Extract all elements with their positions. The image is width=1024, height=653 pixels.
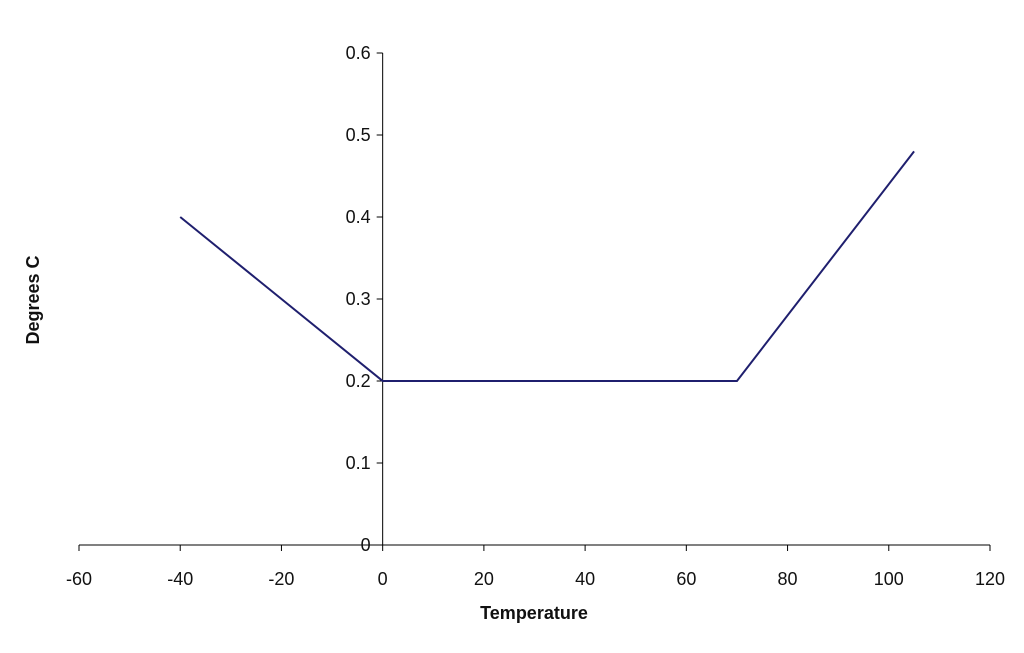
series-line (179, 150, 915, 382)
y-tick-label: 0.5 (346, 125, 371, 145)
x-tick-label: 60 (676, 569, 696, 589)
y-ticks: 0 0.1 0.2 0.3 0.4 0.5 0.6 (346, 43, 383, 555)
x-tick-label: 0 (378, 569, 388, 589)
x-ticks: -60 -40 -20 0 20 40 60 80 100 120 (66, 545, 1005, 589)
x-tick-label: -20 (268, 569, 294, 589)
x-tick-label: 100 (874, 569, 904, 589)
x-tick-label: 80 (778, 569, 798, 589)
y-tick-label: 0.3 (346, 289, 371, 309)
x-tick-label: 120 (975, 569, 1005, 589)
x-axis-title: Temperature (480, 603, 588, 623)
y-tick-label: 0.2 (346, 371, 371, 391)
x-tick-label: -40 (167, 569, 193, 589)
y-axis-title: Degrees C (23, 255, 43, 344)
x-tick-label: -60 (66, 569, 92, 589)
x-tick-label: 20 (474, 569, 494, 589)
y-tick-label: 0.6 (346, 43, 371, 63)
y-axis: 0 0.1 0.2 0.3 0.4 0.5 0.6 (346, 43, 384, 555)
y-tick-label: 0 (361, 535, 371, 555)
series-layer (179, 150, 915, 382)
x-tick-label: 40 (575, 569, 595, 589)
y-tick-label: 0.1 (346, 453, 371, 473)
y-tick-label: 0.4 (346, 207, 371, 227)
x-axis: -60 -40 -20 0 20 40 60 80 100 120 (66, 544, 1005, 589)
